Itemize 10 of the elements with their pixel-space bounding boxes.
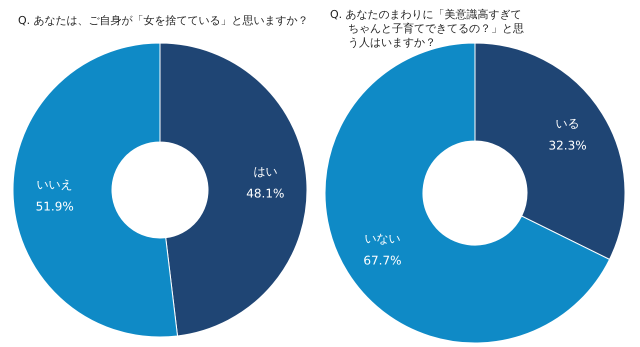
data-label: 48.1% (246, 186, 284, 201)
chart-title: Q. あなたは、ご自身が「女を捨てている」と思いますか？ (18, 14, 309, 27)
slice-label: いない (364, 232, 400, 246)
slice-label: いる (556, 116, 580, 130)
slice-label: いいえ (36, 177, 73, 192)
data-label: 51.9% (36, 199, 74, 214)
slice-label: はい (253, 164, 278, 179)
data-label: 32.3% (548, 138, 587, 152)
data-label: 67.7% (363, 254, 402, 268)
chart-title: Q. あなたのまわりに「美意識高すぎてちゃんと子育てできてるの？」と思う人はいますか？ (330, 8, 524, 49)
